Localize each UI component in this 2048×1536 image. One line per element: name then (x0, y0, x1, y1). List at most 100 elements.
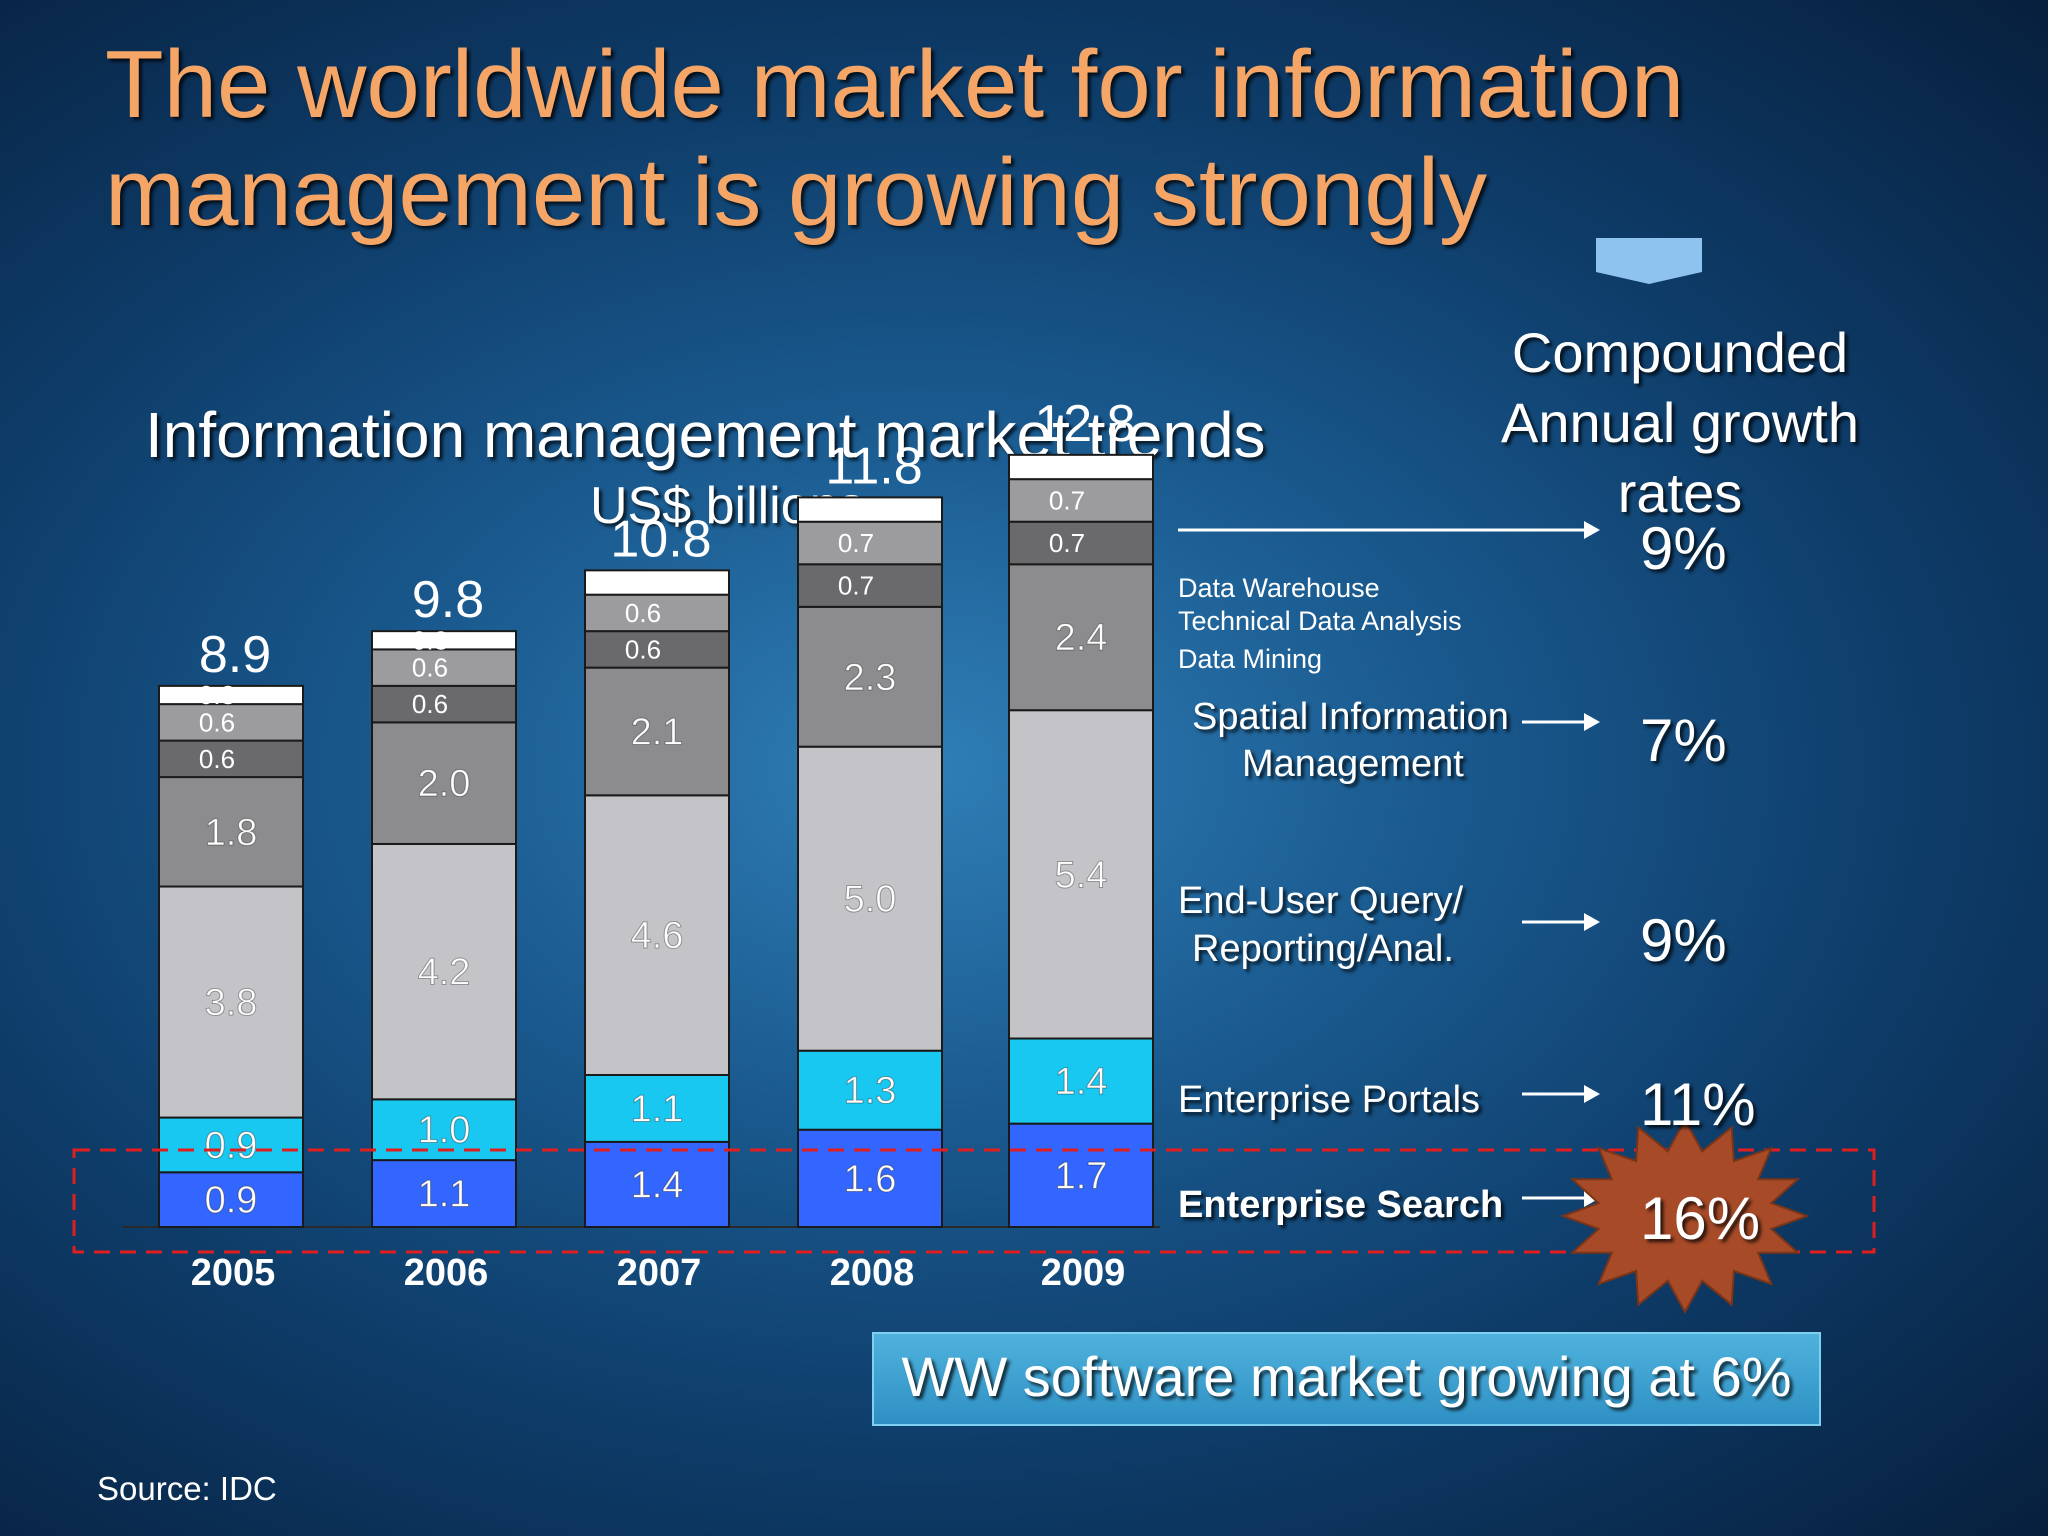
cagr-header: Compounded Annual growth rates (1460, 318, 1900, 528)
rate-data-group: 9% (1640, 515, 1727, 582)
year-label-2006: 2006 (404, 1252, 489, 1294)
cagr-header-line-1: Compounded (1511, 321, 1849, 384)
bar-spatial-information-management-2006 (371, 721, 517, 845)
bar-enterprise-portals-2007 (584, 1074, 730, 1143)
data-label-enterprise-portals-2005: 0.9 (205, 1125, 258, 1167)
ww-callout-text: WW software market growing at 6% (901, 1345, 1792, 1408)
legend-enterprise-search: Enterprise Search (1178, 1184, 1504, 1226)
data-label-end-user-query-reporting-anal-2009: 5.4 (1055, 854, 1108, 896)
highlight-box (72, 1148, 1876, 1254)
legend-end-user-line-2: Reporting/Anal. (1192, 928, 1454, 970)
bar-data-mining-2008 (797, 563, 943, 608)
bar-spatial-information-management-2009 (1008, 563, 1154, 712)
bar-end-user-query-reporting-anal-2005 (158, 885, 304, 1119)
data-label-spatial-information-management-2005: 1.8 (205, 812, 258, 854)
down-marker-icon (1596, 238, 1702, 284)
data-label-enterprise-search-2008: 1.6 (844, 1158, 897, 1200)
rate-enterprise-portals: 11% (1640, 1071, 1756, 1138)
arrow-data-group (1178, 521, 1600, 539)
total-label-2009: 12.8 (1034, 395, 1135, 453)
bar-enterprise-search-2008 (797, 1128, 943, 1228)
legend-spatial-line-2: Management (1242, 743, 1464, 785)
arrow-enterprise-portals (1522, 1085, 1600, 1103)
data-label-enterprise-search-2009: 1.7 (1055, 1155, 1108, 1197)
title-line-2: management is growing strongly (105, 139, 1488, 246)
data-label-data-mining-2005: 0.6 (199, 744, 235, 774)
legend-data-warehouse: Data Warehouse (1178, 573, 1380, 603)
cagr-header-line-2: Annual growth (1500, 391, 1859, 454)
arrow-spatial (1522, 713, 1600, 731)
data-label-technical-data-analysis-2009: 0.7 (1049, 485, 1085, 515)
data-label-enterprise-search-2007: 1.4 (631, 1164, 684, 1206)
data-label-data-warehouse-2005: 0.3 (199, 680, 235, 710)
bar-spatial-information-management-2005 (158, 776, 304, 888)
bar-enterprise-search-2006 (371, 1159, 517, 1228)
data-label-data-mining-2009: 0.7 (1049, 528, 1085, 558)
data-label-spatial-information-management-2007: 2.1 (631, 711, 684, 753)
arrow-end-user-query (1522, 913, 1600, 931)
bar-enterprise-search-2009 (1008, 1122, 1154, 1229)
legend-enterprise-portals: Enterprise Portals (1178, 1079, 1481, 1121)
data-label-enterprise-portals-2007: 1.1 (631, 1088, 684, 1130)
data-label-enterprise-search-2005: 0.9 (205, 1180, 258, 1222)
data-label-end-user-query-reporting-anal-2008: 5.0 (844, 879, 897, 921)
total-label-2006: 9.8 (412, 571, 484, 629)
title-line-1: The worldwide market for information (105, 31, 1685, 138)
data-label-technical-data-analysis-2006: 0.6 (412, 653, 448, 683)
bar-data-mining-2005 (158, 739, 304, 779)
data-label-data-warehouse-2007: 0.4 (625, 568, 661, 598)
bar-enterprise-portals-2008 (797, 1049, 943, 1131)
data-label-data-warehouse-2008: 0.4 (838, 495, 874, 525)
bar-technical-data-analysis-2009 (1008, 478, 1154, 523)
bar-end-user-query-reporting-anal-2006 (371, 842, 517, 1101)
bar-enterprise-search-2005 (158, 1171, 304, 1229)
data-label-enterprise-portals-2009: 1.4 (1055, 1061, 1108, 1103)
bar-technical-data-analysis-2005 (158, 703, 304, 742)
bar-end-user-query-reporting-anal-2009 (1008, 709, 1154, 1040)
data-label-data-mining-2007: 0.6 (625, 634, 661, 664)
rate-end-user-query: 9% (1640, 907, 1727, 974)
source-note: Source: IDC (97, 1470, 277, 1507)
total-label-2008: 11.8 (825, 437, 922, 495)
bar-technical-data-analysis-2006 (371, 648, 517, 687)
bar-data-warehouse-2006 (371, 630, 517, 651)
year-label-2007: 2007 (617, 1252, 702, 1294)
rate-enterprise-search: 16% (1640, 1185, 1761, 1252)
bar-technical-data-analysis-2007 (584, 593, 730, 633)
legend-technical-data-analysis: Technical Data Analysis (1178, 606, 1462, 636)
data-label-technical-data-analysis-2008: 0.7 (838, 528, 874, 558)
data-label-data-mining-2006: 0.6 (412, 689, 448, 719)
ww-callout-box: WW software market growing at 6% (872, 1332, 1821, 1426)
data-label-end-user-query-reporting-anal-2007: 4.6 (631, 915, 684, 957)
cagr-header-line-3: rates (1617, 461, 1743, 524)
data-label-end-user-query-reporting-anal-2006: 4.2 (418, 952, 471, 994)
bar-data-warehouse-2005 (158, 684, 304, 706)
starburst-icon (1560, 1118, 1810, 1314)
data-label-enterprise-portals-2006: 1.0 (418, 1110, 471, 1152)
legend-end-user-line-1: End-User Query/ (1178, 880, 1464, 922)
data-label-spatial-information-management-2009: 2.4 (1055, 617, 1108, 659)
bar-enterprise-search-2007 (584, 1140, 730, 1229)
data-label-data-mining-2008: 0.7 (838, 571, 874, 601)
year-label-2008: 2008 (830, 1252, 915, 1294)
data-label-data-warehouse-2009: 0.4 (1049, 452, 1085, 482)
bar-end-user-query-reporting-anal-2007 (584, 794, 730, 1076)
data-label-technical-data-analysis-2007: 0.6 (625, 598, 661, 628)
data-label-enterprise-search-2006: 1.1 (418, 1174, 471, 1216)
rate-spatial: 7% (1640, 707, 1727, 774)
data-label-technical-data-analysis-2005: 0.6 (199, 707, 235, 737)
bar-end-user-query-reporting-anal-2008 (797, 745, 943, 1052)
bar-spatial-information-management-2007 (584, 666, 730, 797)
bar-data-warehouse-2008 (797, 496, 943, 523)
bar-data-warehouse-2007 (584, 569, 730, 596)
data-label-data-warehouse-2006: 0.3 (412, 625, 448, 655)
bar-enterprise-portals-2009 (1008, 1037, 1154, 1125)
data-label-spatial-information-management-2006: 2.0 (418, 763, 471, 805)
data-label-spatial-information-management-2008: 2.3 (844, 657, 897, 699)
year-label-2005: 2005 (191, 1252, 276, 1294)
bar-data-mining-2006 (371, 684, 517, 724)
data-label-enterprise-portals-2008: 1.3 (844, 1070, 897, 1112)
legend-data-mining: Data Mining (1178, 644, 1323, 674)
data-label-end-user-query-reporting-anal-2005: 3.8 (205, 982, 258, 1024)
